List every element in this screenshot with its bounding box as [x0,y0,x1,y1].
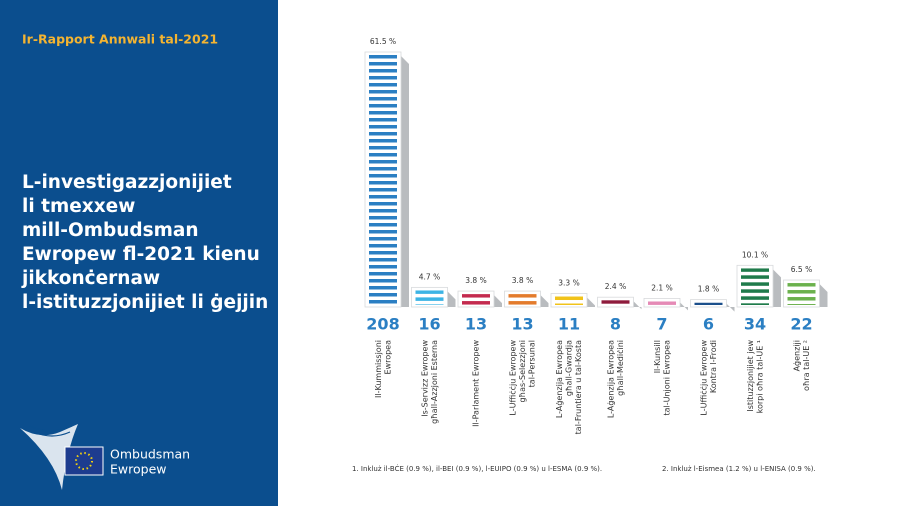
share-label: 2.4 % [605,282,626,291]
category-label: Istituzzjonijiet jew [746,340,755,412]
heading-line: Ewropew fl-2021 kienu [22,244,260,265]
category-label: għall-Azzjoni Esterna [430,340,439,424]
share-label: 1.8 % [698,285,719,294]
category-label: għall-Mediċini [616,340,625,396]
category-label: għas-Selezzjoni [518,340,527,403]
footnote: 2. Inkluż l-Eismea (1.2 %) u l-ENISA (0.… [662,465,816,473]
bar-shadow [633,301,642,310]
count-label: 34 [744,315,766,334]
bar-shadow [587,297,595,307]
category-label: oħra tal-UE ² [802,340,811,391]
category-label: Is-Servizz Ewropew [420,340,429,417]
category-label: L-Aġenzija Ewropea [606,340,615,418]
side-panel [0,0,278,506]
bar [694,302,723,305]
share-label: 10.1 % [742,250,768,259]
logo-text: Ombudsman [110,447,190,462]
heading-line: mill-Ombudsman [22,220,199,241]
count-label: 22 [790,315,812,334]
category-label: L-Uffiċċju Ewropew [699,340,708,416]
count-label: 11 [558,315,580,334]
bar-shadow [680,302,688,311]
bar-shadow [494,295,502,307]
share-label: 4.7 % [419,272,440,281]
report-title: Ir-Rapport Annwali tal-2021 [22,32,218,47]
footnote: 1. Inkluż il-BĊE (0.9 %), il-BEI (0.9 %)… [352,464,602,473]
heading-line: L-investigazzjonijiet [22,172,232,193]
count-label: 16 [418,315,440,334]
share-label: 3.8 % [465,276,486,285]
category-label: Kontra l-Frodi [709,340,718,393]
bar [508,294,537,305]
heading-line: li tmexxew [22,196,135,217]
category-label: tal-Persunal [528,340,537,387]
count-label: 13 [465,315,487,334]
bar-shadow [773,269,781,307]
share-label: 61.5 % [370,37,396,46]
category-label: Il-Parlament Ewropew [472,340,481,427]
bar-shadow [401,56,409,307]
category-label: Aġenziji [792,340,801,371]
bar-shadow [726,303,735,312]
bar [415,290,444,305]
bar [462,294,490,305]
bar [601,300,630,305]
bar-shadow [819,284,828,307]
bar-shadow [540,295,549,307]
count-label: 6 [703,315,714,334]
heading: L-investigazzjonijiet li tmexxew mill-Ombu… [21,172,268,313]
bar [787,283,816,305]
category-label: Il-Kummissjoni [374,340,383,398]
category-label: tal-Unjoni Ewropea [662,340,671,416]
share-label: 6.5 % [791,265,812,274]
count-label: 8 [610,315,621,334]
bar-shadow [447,291,456,307]
share-label: 3.3 % [558,279,579,288]
category-label: L-Aġenzija Ewropea [555,340,564,418]
share-label: 2.1 % [651,283,672,292]
bar [369,55,397,305]
heading-line: l-istituzzjonijiet li ġejjin [22,292,268,313]
category-label: korpi oħra tal-UE ¹ [755,340,764,413]
share-label: 3.8 % [512,276,533,285]
bar [555,296,583,305]
heading-line: jikkonċernaw [21,268,160,289]
category-label: Ewropea [383,340,392,375]
logo [20,424,104,490]
count-label: 208 [366,315,399,334]
bar [648,301,676,305]
category-label: Il-Kunsill [653,340,662,373]
category-label: tal-Fruntiera u tal-Kosta [574,340,583,434]
category-label: għall-Gwardja [565,340,574,396]
category-label: L-Uffiċċju Ewropew [509,340,518,416]
count-label: 13 [511,315,533,334]
logo-text: Ewropew [110,462,166,477]
chart: 61.5 % 208 Il-Kummissjoni Ewropea 4.7 % 16 Is-… [352,37,828,473]
bar [741,268,769,305]
count-label: 7 [656,315,667,334]
